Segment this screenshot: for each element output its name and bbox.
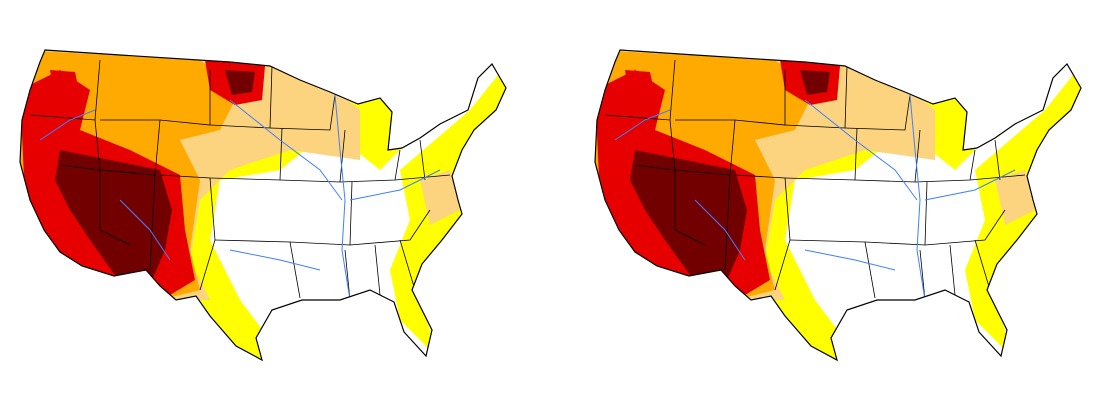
drought-map-right — [575, 0, 1096, 400]
drought-map-left — [0, 0, 560, 400]
